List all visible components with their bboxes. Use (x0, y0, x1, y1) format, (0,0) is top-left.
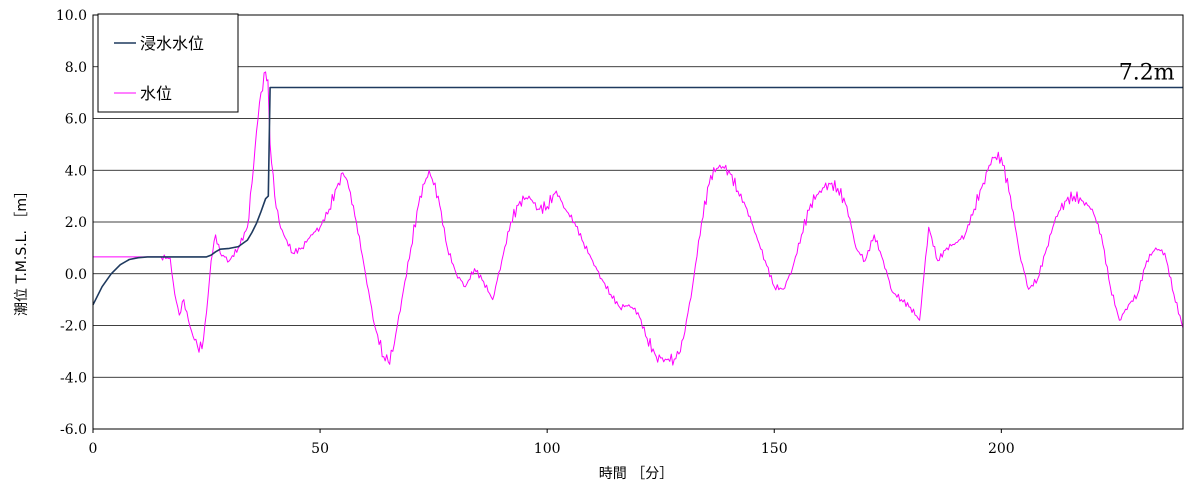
y-tick-label: -2.0 (60, 319, 87, 335)
y-tick-label: 6.0 (65, 112, 87, 128)
series-line-water-level (93, 71, 1184, 366)
annotation-label: 7.2m (1119, 60, 1175, 85)
x-tick-label: 50 (311, 441, 329, 457)
legend: 浸水水位 水位 (97, 13, 239, 113)
y-axis-title: 潮位 T.M.S.L. ［m］ (14, 184, 30, 316)
x-tick-label: 0 (89, 441, 98, 457)
series-line-flood-level (92, 86, 1183, 306)
y-tick-label: 10.0 (56, 8, 87, 24)
x-tick-label: 100 (534, 441, 561, 457)
legend-label-flood-level: 浸水水位 (140, 34, 204, 53)
legend-box (97, 13, 239, 113)
x-tick-label: 200 (988, 441, 1015, 457)
x-tick-labels: 0 50 100 150 200 (89, 429, 1015, 457)
y-tick-label: 0.0 (65, 267, 87, 283)
series-lines (92, 71, 1184, 366)
y-tick-label: 2.0 (65, 215, 87, 231)
y-tick-label: -6.0 (60, 422, 87, 438)
x-tick-label: 150 (761, 441, 788, 457)
y-tick-label: -4.0 (60, 370, 87, 386)
x-axis-title: 時間 ［分］ (599, 466, 673, 482)
y-tick-label: 4.0 (65, 163, 87, 179)
legend-label-water-level: 水位 (140, 84, 172, 103)
y-tick-labels: -6.0 -4.0 -2.0 0.0 2.0 4.0 6.0 8.0 10.0 (56, 8, 87, 438)
plot-area-frame (92, 14, 1184, 430)
y-tick-label: 8.0 (65, 60, 87, 76)
